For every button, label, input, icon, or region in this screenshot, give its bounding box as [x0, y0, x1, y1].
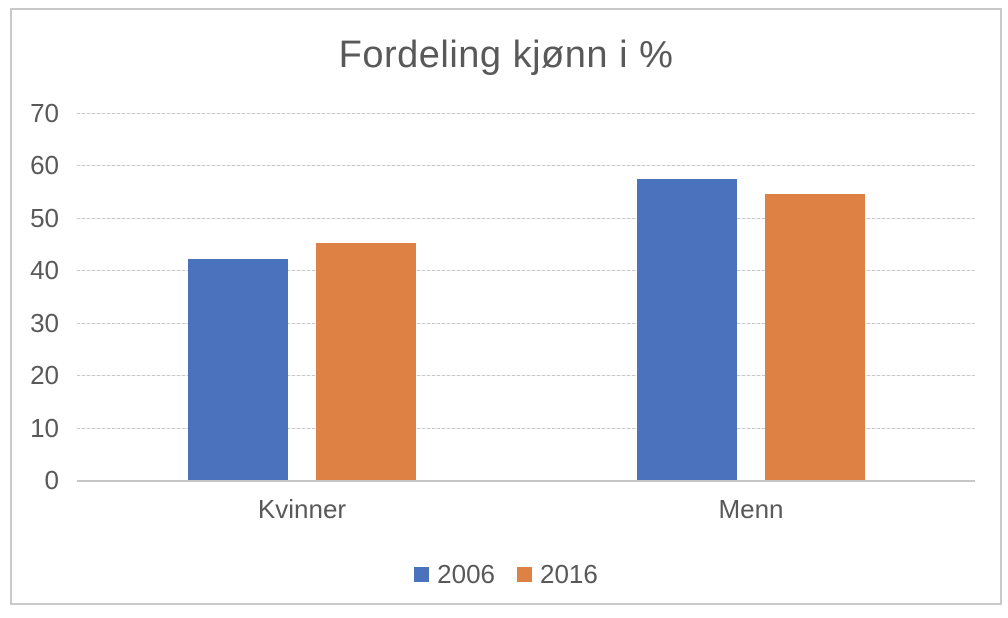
x-axis-line	[77, 480, 975, 482]
legend-label-2016: 2016	[540, 559, 598, 589]
gridline-20	[77, 375, 975, 376]
y-axis-tick-label: 20	[30, 360, 59, 390]
bar-kvinner-2006	[188, 259, 288, 480]
bar-menn-2016	[765, 194, 865, 480]
gridline-30	[77, 323, 975, 324]
legend-label-2006: 2006	[437, 559, 495, 589]
y-axis-tick-label: 10	[30, 413, 59, 443]
legend-swatch-2016	[517, 566, 532, 582]
legend-item-2016: 2016	[517, 561, 598, 587]
chart-frame: Fordeling kjønn i % 0 10 20 30 40 50 60 70 Kvinn…	[10, 8, 1002, 605]
bar-menn-2006	[637, 179, 737, 480]
gridline-40	[77, 270, 975, 271]
x-axis-label-kvinner: Kvinner	[257, 494, 347, 524]
y-axis-tick-label: 40	[30, 255, 59, 285]
gridline-60	[77, 165, 975, 166]
y-axis-tick-label: 70	[30, 98, 59, 128]
legend-item-2006: 2006	[414, 561, 495, 587]
y-axis-tick-label: 30	[30, 308, 59, 338]
gridline-50	[77, 218, 975, 219]
legend: 2006 2016	[12, 561, 1000, 587]
gridline-70	[77, 113, 975, 114]
x-axis-label-menn: Menn	[718, 494, 784, 524]
chart-title: Fordeling kjønn i %	[338, 34, 674, 76]
y-axis-tick-label: 60	[30, 150, 59, 180]
y-axis-tick-label: 0	[44, 465, 59, 495]
y-axis-tick-label: 50	[30, 203, 59, 233]
bar-kvinner-2016	[316, 243, 416, 480]
gridline-10	[77, 428, 975, 429]
legend-swatch-2006	[414, 566, 430, 582]
